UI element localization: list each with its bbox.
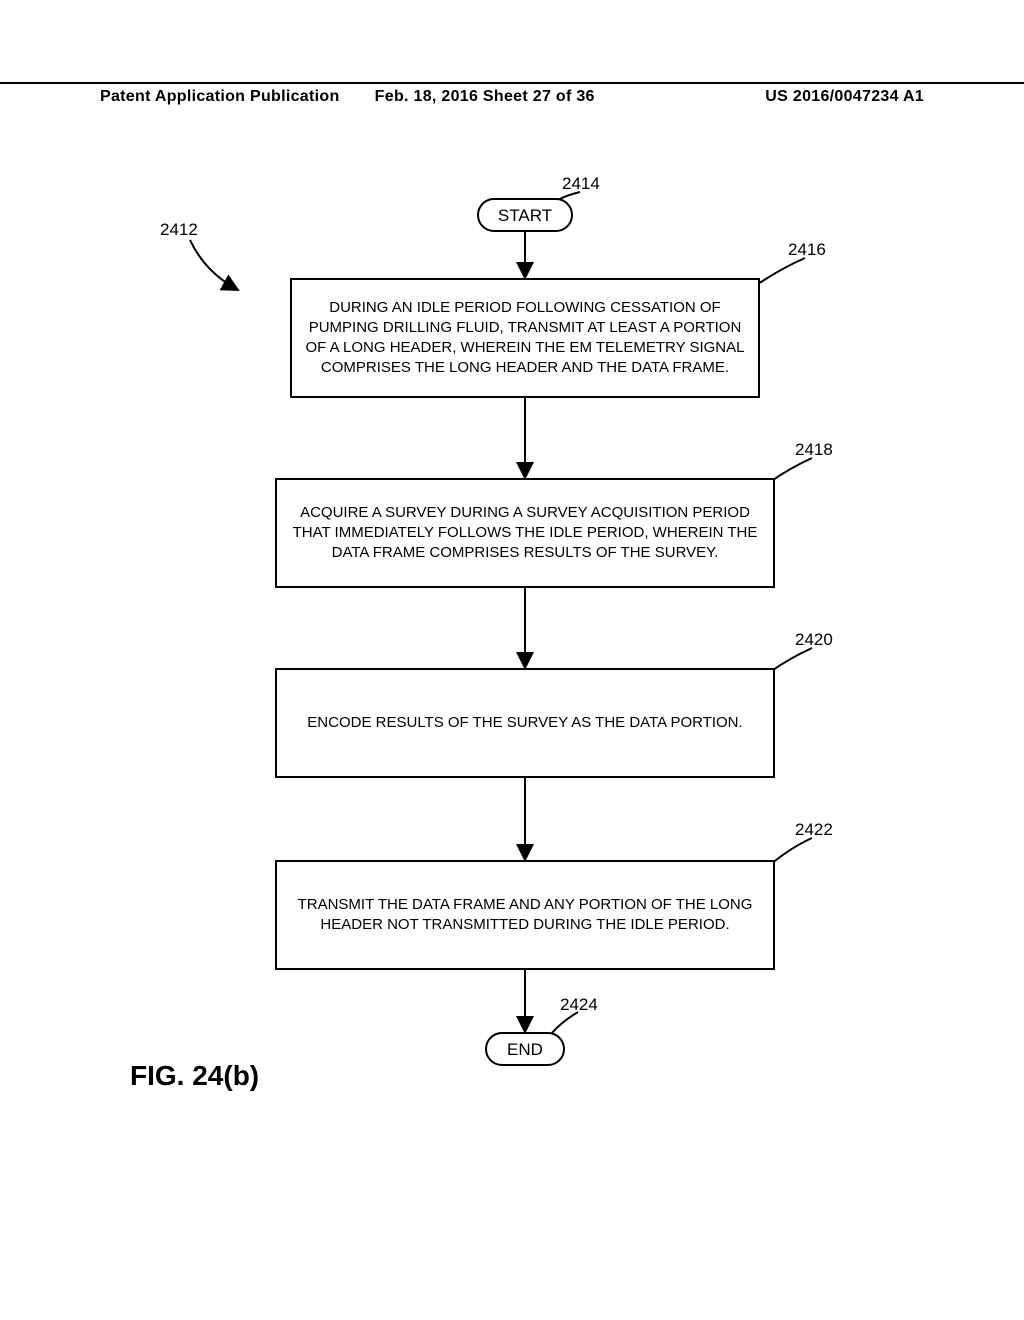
- header-right: US 2016/0047234 A1: [649, 88, 924, 106]
- ref-number: 2414: [562, 174, 600, 194]
- process-box-b3: ENCODE RESULTS OF THE SURVEY AS THE DATA…: [275, 668, 775, 778]
- ref-label-2412: 2412: [160, 220, 198, 240]
- ref-number: 2424: [560, 995, 598, 1015]
- ref-number: 2422: [795, 820, 833, 840]
- ref-number: 2416: [788, 240, 826, 260]
- flowchart-diagram: 2412241424162418242024222424STARTDURING …: [0, 180, 1024, 1180]
- patent-header: Patent Application Publication Feb. 18, …: [0, 82, 1024, 106]
- figure-label: FIG. 24(b): [130, 1060, 259, 1092]
- header-center: Feb. 18, 2016 Sheet 27 of 36: [375, 88, 650, 106]
- process-box-b2: ACQUIRE A SURVEY DURING A SURVEY ACQUISI…: [275, 478, 775, 588]
- process-box-b4: TRANSMIT THE DATA FRAME AND ANY PORTION …: [275, 860, 775, 970]
- ref-number: 2418: [795, 440, 833, 460]
- ref-number: 2420: [795, 630, 833, 650]
- header-left: Patent Application Publication: [100, 88, 375, 106]
- process-box-b1: DURING AN IDLE PERIOD FOLLOWING CESSATIO…: [290, 278, 760, 398]
- start-terminator: START: [477, 198, 573, 232]
- end-terminator: END: [485, 1032, 565, 1066]
